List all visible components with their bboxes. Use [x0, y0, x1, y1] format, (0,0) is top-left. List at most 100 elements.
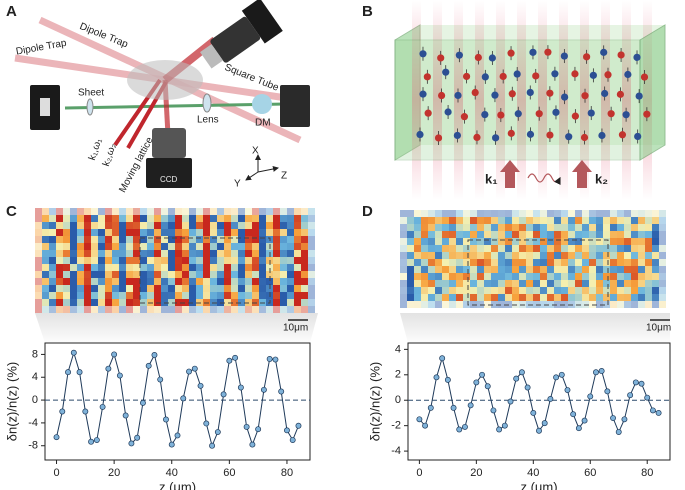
pixel: [84, 278, 91, 285]
pixel: [421, 238, 428, 245]
data-point: [116, 372, 123, 379]
pixel: [126, 285, 133, 292]
pixel: [182, 236, 189, 243]
pixel: [126, 292, 133, 299]
pixel: [407, 224, 414, 231]
data-point: [598, 368, 605, 374]
pixel: [645, 259, 652, 266]
pixel: [533, 210, 540, 217]
pixel: [196, 285, 203, 292]
pixel: [421, 217, 428, 224]
pixel: [63, 264, 70, 271]
pixel: [154, 222, 161, 229]
pixel: [273, 250, 280, 257]
pixel: [273, 229, 280, 236]
pixel: [491, 224, 498, 231]
lattice-stripe: [517, 0, 526, 200]
pixel: [252, 243, 259, 250]
pixel: [56, 215, 63, 222]
pixel: [659, 231, 666, 238]
pixel: [168, 285, 175, 292]
data-point: [82, 408, 89, 415]
lattice-stripe: [454, 0, 463, 200]
pixel: [224, 257, 231, 264]
pixel: [575, 273, 582, 280]
diagram-label: k₁,ω₁: [87, 137, 105, 162]
pixel: [484, 217, 491, 224]
pixel: [470, 280, 477, 287]
pixel: [308, 257, 315, 264]
data-point: [490, 407, 497, 414]
pixel: [308, 306, 315, 313]
pixel: [631, 266, 638, 273]
pixel: [652, 301, 659, 308]
pixel: [112, 229, 119, 236]
pixel: [63, 285, 70, 292]
data-point: [260, 386, 267, 393]
data-point: [473, 379, 480, 386]
pixel: [105, 243, 112, 250]
pixel: [428, 252, 435, 259]
pixel: [70, 250, 77, 257]
pixel: [659, 252, 666, 259]
pixel: [505, 266, 512, 273]
pixel: [147, 215, 154, 222]
pixel: [77, 229, 84, 236]
pixel: [659, 266, 666, 273]
pixel: [154, 208, 161, 215]
pixel: [456, 294, 463, 301]
pixel: [42, 306, 49, 313]
pixel: [477, 217, 484, 224]
pixel: [168, 292, 175, 299]
pixel: [91, 285, 98, 292]
pixel: [70, 292, 77, 299]
pixel: [56, 264, 63, 271]
scale-bar-label: 10μm: [283, 323, 308, 334]
pixel: [582, 217, 589, 224]
pixel: [252, 208, 259, 215]
pixel: [189, 208, 196, 215]
pixel: [210, 208, 217, 215]
atom: [455, 51, 463, 59]
pixel: [105, 208, 112, 215]
pixel: [442, 245, 449, 252]
data-point: [214, 429, 221, 435]
pixel: [540, 231, 547, 238]
pixel: [112, 306, 119, 313]
pixel: [42, 271, 49, 278]
pixel: [484, 259, 491, 266]
atom: [643, 110, 651, 118]
pixel: [168, 257, 175, 264]
panel-letter: D: [362, 203, 373, 220]
pixel: [161, 271, 168, 278]
pixel: [210, 278, 217, 285]
pixel: [112, 278, 119, 285]
camera-top: [200, 0, 283, 69]
pixel: [526, 210, 533, 217]
pixel: [533, 280, 540, 287]
pixel: [414, 245, 421, 252]
pixel: [638, 294, 645, 301]
pixel: [442, 231, 449, 238]
pixel: [35, 271, 42, 278]
y-tick-label: 8: [32, 348, 38, 360]
pixel: [210, 257, 217, 264]
data-point: [180, 395, 187, 402]
atom: [546, 89, 554, 97]
pixel: [308, 285, 315, 292]
pixel: [126, 243, 133, 250]
pixel: [161, 306, 168, 313]
pixel: [526, 231, 533, 238]
pixel: [301, 271, 308, 278]
pixel: [182, 264, 189, 271]
pixel: [301, 215, 308, 222]
roi-box: [139, 237, 271, 304]
phonon-wave: [527, 173, 561, 185]
pixel: [259, 278, 266, 285]
pixel: [456, 238, 463, 245]
pixel: [175, 278, 182, 285]
pixel: [140, 271, 147, 278]
data-point: [99, 403, 106, 410]
pixel: [414, 210, 421, 217]
pixel: [294, 243, 301, 250]
